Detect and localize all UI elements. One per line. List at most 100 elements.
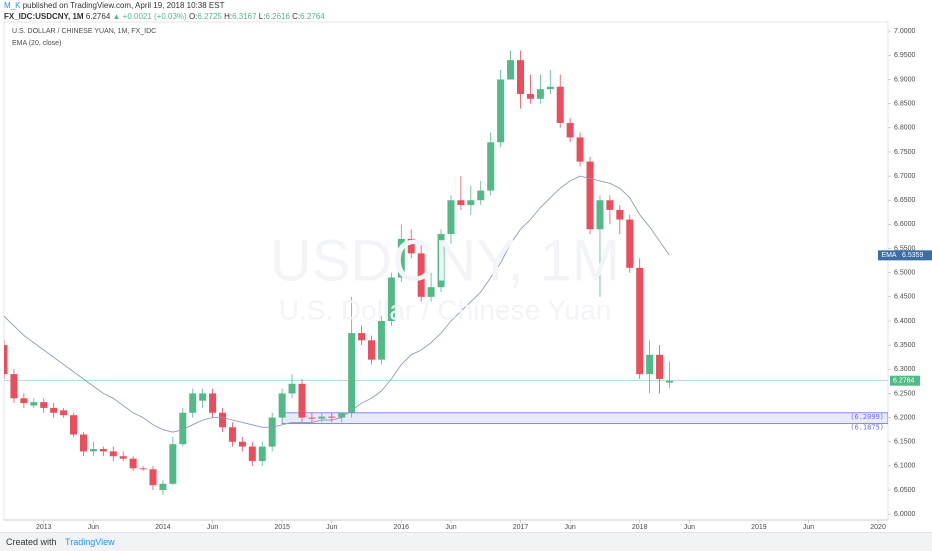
candle-body: [407, 238, 415, 254]
candle-body: [497, 79, 505, 143]
chart-title: U.S. DOLLAR / CHINESE YUAN, 1M, FX_IDC: [12, 28, 156, 35]
support-band: [281, 412, 888, 425]
y-tick-label: 6.0000: [894, 511, 916, 518]
ohlc-label: H:: [224, 12, 233, 21]
candle-body: [298, 383, 306, 418]
candle-body: [159, 483, 167, 491]
candle-body: [467, 200, 475, 206]
y-tick-label: 6.2500: [894, 390, 916, 397]
x-tick-label: 2013: [36, 524, 52, 531]
ohlc-value: 6.2616: [265, 12, 290, 21]
x-tick-label: Jun: [326, 524, 337, 531]
candle-body: [536, 89, 544, 99]
change: ▲ +0.0021 (+0.03%): [112, 12, 187, 21]
candle-body: [40, 402, 48, 408]
chart: U.S. DOLLAR / CHINESE YUAN, 1M, FX_IDC E…: [3, 21, 932, 531]
candle-body: [278, 393, 286, 418]
x-tick-label: 2019: [751, 524, 767, 531]
symbol-line: FX_IDC:USDCNY, 1M 6.2764 ▲ +0.0021 (+0.0…: [4, 11, 325, 22]
candle-body: [30, 402, 38, 406]
candle-body: [338, 412, 346, 418]
candle-body: [238, 441, 246, 447]
candle-body: [477, 190, 485, 201]
candle-body: [99, 448, 107, 452]
candle-body: [109, 451, 117, 457]
candle-body: [70, 415, 78, 435]
x-tick-label: 2015: [274, 524, 290, 531]
watermark: U.S. Dollar / Chinese Yuan: [279, 294, 612, 325]
candle-body: [556, 86, 564, 123]
candle-body: [60, 410, 68, 416]
y-tick-label: 6.0500: [894, 487, 916, 494]
ohlc-label: C:: [292, 12, 301, 21]
x-tick-label: 2018: [632, 524, 648, 531]
candle-body: [437, 234, 445, 288]
y-tick-label: 6.6000: [894, 221, 916, 228]
candle-body: [199, 393, 207, 401]
candle-body: [457, 200, 465, 206]
candle-body: [268, 417, 276, 447]
y-tick-label: 6.8500: [894, 100, 916, 107]
candle-body: [368, 340, 376, 360]
y-tick-label: 6.6500: [894, 197, 916, 204]
ohlc-value: 6.2725: [197, 12, 222, 21]
ohlc-label: L:: [258, 12, 266, 21]
candle-body: [228, 427, 236, 442]
symbol: FX_IDC:USDCNY, 1M: [4, 12, 84, 21]
candle-body: [526, 93, 534, 99]
candle-body: [79, 434, 87, 452]
ohlc-value: 6.3167: [232, 12, 257, 21]
candle-body: [646, 354, 654, 375]
ema-value-tag: [900, 250, 932, 261]
y-tick-label: 6.2000: [894, 414, 916, 421]
published: published on TradingView.com, April 19, …: [22, 1, 225, 10]
y-tick-label: 6.3500: [894, 342, 916, 349]
candle-body: [119, 456, 127, 459]
y-tick-label: 6.4000: [894, 318, 916, 325]
x-tick-label: Jun: [803, 524, 814, 531]
candle-body: [447, 200, 455, 235]
y-tick-label: 6.9500: [894, 52, 916, 59]
x-tick-label: Jun: [88, 524, 99, 531]
candle-body: [50, 407, 58, 413]
footer: Created with TradingView: [0, 532, 932, 551]
candle-body: [487, 142, 495, 191]
y-tick-label: 6.7000: [894, 173, 916, 180]
candle-body: [397, 238, 405, 278]
ohlc-label: O:: [188, 12, 198, 21]
candle-body: [288, 383, 296, 394]
candle-body: [546, 86, 554, 90]
x-tick-label: 2014: [155, 524, 171, 531]
y-tick-label: 6.1500: [894, 439, 916, 446]
y-tick-label: 6.7500: [894, 149, 916, 156]
candle-body: [387, 277, 395, 321]
last-price-tag: [890, 375, 920, 386]
candle-body: [179, 412, 187, 445]
band-label: (6.1875): [850, 424, 884, 432]
y-tick-label: 6.1000: [894, 463, 916, 470]
candle-body: [328, 416, 336, 418]
publish-line: M_K published on TradingView.com, April …: [4, 0, 325, 11]
plot: [4, 50, 888, 495]
candle-body: [258, 446, 266, 462]
candle-body: [129, 458, 137, 469]
author[interactable]: M_K: [4, 1, 21, 10]
ema-value: 6.5359: [902, 252, 924, 259]
candle-body: [189, 393, 197, 413]
candle-body: [248, 446, 256, 462]
candle-body: [20, 398, 28, 404]
candle-body: [566, 122, 574, 138]
candle-body: [665, 380, 673, 383]
candle-body: [219, 412, 227, 428]
candle-body: [139, 468, 147, 470]
brand[interactable]: TradingView: [65, 537, 115, 547]
candle-body: [377, 320, 385, 360]
candle-body: [576, 137, 584, 162]
candle-body: [89, 448, 97, 452]
x-tick-label: Jun: [565, 524, 576, 531]
last: 6.2764: [85, 12, 111, 21]
candle-body: [169, 444, 177, 484]
x-tick-label: Jun: [445, 524, 456, 531]
y-tick-label: 6.5500: [894, 245, 916, 252]
